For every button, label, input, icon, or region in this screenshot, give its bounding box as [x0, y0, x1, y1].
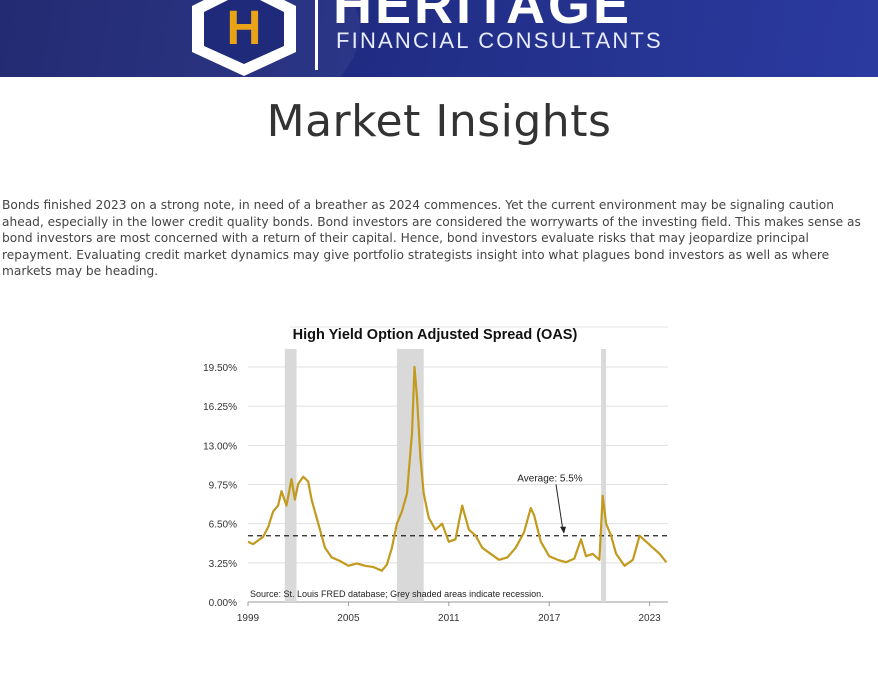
y-tick-label: 0.00%: [209, 598, 237, 609]
chart-svg: High Yield Option Adjusted Spread (OAS) 0…: [203, 326, 668, 624]
logo-divider: [315, 0, 318, 70]
y-tick-label: 13.00%: [203, 441, 237, 452]
y-tick-label: 16.25%: [203, 402, 237, 413]
logo-letter: H: [227, 2, 262, 55]
oas-chart: High Yield Option Adjusted Spread (OAS) 0…: [190, 315, 682, 635]
x-tick-label: 2017: [538, 613, 561, 624]
x-tick-label: 2023: [638, 613, 661, 624]
chart-title: High Yield Option Adjusted Spread (OAS): [293, 327, 578, 343]
annotation-arrow-line: [555, 484, 564, 531]
x-tick-label: 2005: [337, 613, 360, 624]
heritage-logo[interactable]: H: [188, 0, 300, 76]
brand-name: HERITAGE: [333, 0, 633, 35]
average-annotation: Average: 5.5%: [517, 474, 583, 485]
x-tick-label: 1999: [237, 613, 260, 624]
banner-background: [0, 0, 878, 77]
y-tick-label: 9.75%: [209, 481, 237, 492]
header-banner: H HERITAGE FINANCIAL CONSULTANTS: [0, 0, 878, 77]
intro-paragraph: Bonds finished 2023 on a strong note, in…: [2, 198, 861, 279]
recession-band: [284, 349, 297, 602]
annotation-arrow-head: [560, 526, 566, 534]
y-tick-label: 6.50%: [209, 520, 237, 531]
source-note: Source: St. Louis FRED database; Grey sh…: [250, 589, 544, 599]
shield-logo-icon: H: [192, 0, 296, 76]
oas-series-line: [247, 365, 668, 572]
banner-decoration: [0, 0, 360, 77]
x-tick-label: 2011: [438, 613, 460, 624]
page-title: Market Insights: [266, 96, 612, 147]
recession-band: [601, 349, 607, 602]
y-tick-label: 3.25%: [209, 559, 237, 570]
y-tick-label: 19.50%: [203, 363, 237, 374]
recession-band: [396, 349, 424, 602]
brand-subtitle: FINANCIAL CONSULTANTS: [336, 28, 663, 53]
